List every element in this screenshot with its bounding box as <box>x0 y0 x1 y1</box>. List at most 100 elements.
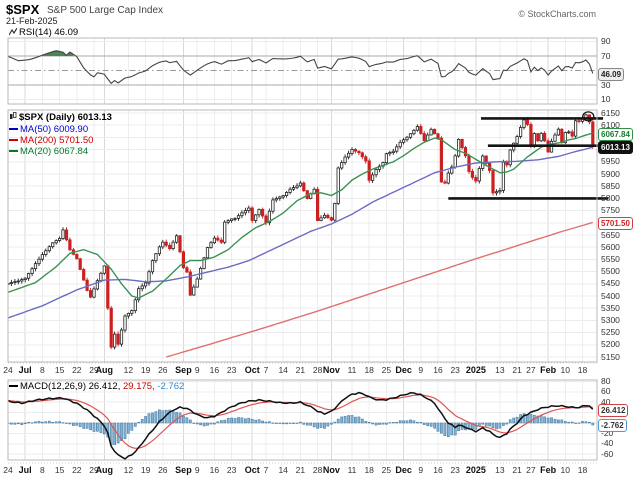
candle-body <box>13 281 17 283</box>
x-tick-label: 8 <box>40 464 45 475</box>
annotation-ellipse <box>582 111 595 122</box>
candle-body <box>474 177 478 182</box>
x-tick-label: Aug <box>95 464 114 475</box>
candle-body <box>501 161 506 191</box>
candle-body <box>133 299 137 311</box>
macd-histogram-bar <box>354 416 357 424</box>
ma20-legend: MA(20) 6067.84 <box>9 147 112 157</box>
x-tick-label: 9 <box>418 464 424 475</box>
macd-histogram-bar <box>223 419 227 424</box>
candle-body <box>288 188 292 193</box>
macd-histogram-bar <box>367 422 371 424</box>
x-tick-label: 14 <box>278 364 288 375</box>
macd-histogram-bar <box>268 421 271 424</box>
macd-histogram-bar <box>16 422 20 425</box>
macd-histogram-bar <box>58 421 61 424</box>
x-tick-label: 26 <box>158 464 168 475</box>
x-tick-label: 9 <box>194 364 200 375</box>
candle-body <box>536 133 540 142</box>
x-tick-label: 18 <box>364 464 374 475</box>
candle-body <box>212 237 216 244</box>
macd-histogram-bar <box>264 421 268 424</box>
x-tick-label: 25 <box>381 464 392 475</box>
macd-histogram-bar <box>195 422 199 425</box>
candle-body <box>147 271 151 284</box>
candle-body <box>250 207 254 221</box>
candle-body <box>329 217 334 221</box>
macd-histogram-bar <box>206 422 209 426</box>
candle-body <box>388 152 392 155</box>
ma200-legend: MA(200) 5701.50 <box>9 136 112 146</box>
candle-body <box>450 166 454 174</box>
macd-histogram-bar <box>450 422 454 436</box>
macd-histogram-bar <box>292 422 295 424</box>
candle-body <box>116 333 120 345</box>
macd-histogram-bar <box>23 422 27 424</box>
candle-body <box>168 244 172 250</box>
macd-histogram-bar <box>96 422 99 432</box>
candle-body <box>439 137 444 183</box>
price-axis-label: 5800 <box>601 192 620 203</box>
last-price-badge: 6013.13 <box>598 140 633 154</box>
macd-value-badge: 26.412 <box>598 403 629 417</box>
x-tick-label: 21 <box>512 364 522 375</box>
macd-histogram-bar <box>319 422 323 428</box>
macd-histogram-bar <box>371 422 374 425</box>
candle-body <box>408 133 413 138</box>
macd-histogram-bar <box>484 422 488 427</box>
macd-histogram-bar <box>422 422 426 425</box>
candle-body <box>484 155 488 164</box>
macd-histogram-bar <box>158 409 161 424</box>
macd-histogram-bar <box>333 421 337 424</box>
candle-body <box>336 167 340 204</box>
macd-histogram-bar <box>557 419 560 424</box>
candle-body <box>491 170 495 194</box>
x-tick-label: 19 <box>140 364 151 375</box>
candle-body <box>384 153 389 163</box>
macd-histogram-bar <box>27 422 30 424</box>
macd-histogram-bar <box>13 422 17 425</box>
x-tick-label: 16 <box>209 464 220 475</box>
candle-body <box>412 129 416 135</box>
candle-body <box>463 147 468 157</box>
candle-body <box>226 220 230 223</box>
macd-histogram-bar <box>51 422 55 424</box>
x-tick-label: 18 <box>577 364 588 375</box>
x-tick-label: Feb <box>540 464 557 475</box>
macd-histogram-bar <box>378 422 381 425</box>
macd-histogram-bar <box>299 421 302 424</box>
candle-body <box>284 192 289 196</box>
candle-body <box>202 257 206 269</box>
macd-histogram-bar <box>340 416 344 424</box>
macd-histogram-bar <box>20 422 24 426</box>
macd-histogram-bar <box>543 416 546 424</box>
macd-histogram-bar <box>402 420 405 424</box>
macd-histogram-bar <box>37 420 41 424</box>
macd-histogram-bar <box>446 422 450 437</box>
candle-body <box>574 120 578 137</box>
candle-body <box>16 280 20 283</box>
macd-histogram-bar <box>505 422 509 425</box>
x-tick-label: 14 <box>278 464 288 475</box>
x-tick-label: Feb <box>540 364 557 375</box>
x-tick-label: 21 <box>295 364 306 375</box>
macd-histogram-bar <box>330 422 333 425</box>
candle-body <box>233 218 237 220</box>
candle-body <box>539 132 543 142</box>
candle-body <box>47 246 51 252</box>
symbol-title: $SPX <box>6 2 40 17</box>
macd-histogram-bar <box>360 418 364 424</box>
ma20-line-icon <box>9 150 18 152</box>
candle-body <box>360 152 364 158</box>
x-tick-label: 24 <box>3 364 13 375</box>
macd-histogram-bar <box>188 419 192 424</box>
macd-histogram-bar <box>247 417 251 424</box>
candle-body <box>58 238 62 241</box>
candle-body <box>498 189 502 193</box>
macd-histogram-bar <box>536 415 540 424</box>
candle-body <box>209 242 213 248</box>
macd-histogram-bar <box>433 422 436 429</box>
candle-body <box>553 134 557 142</box>
macd-histogram-bar <box>271 422 275 424</box>
x-tick-label: Dec <box>395 464 412 475</box>
